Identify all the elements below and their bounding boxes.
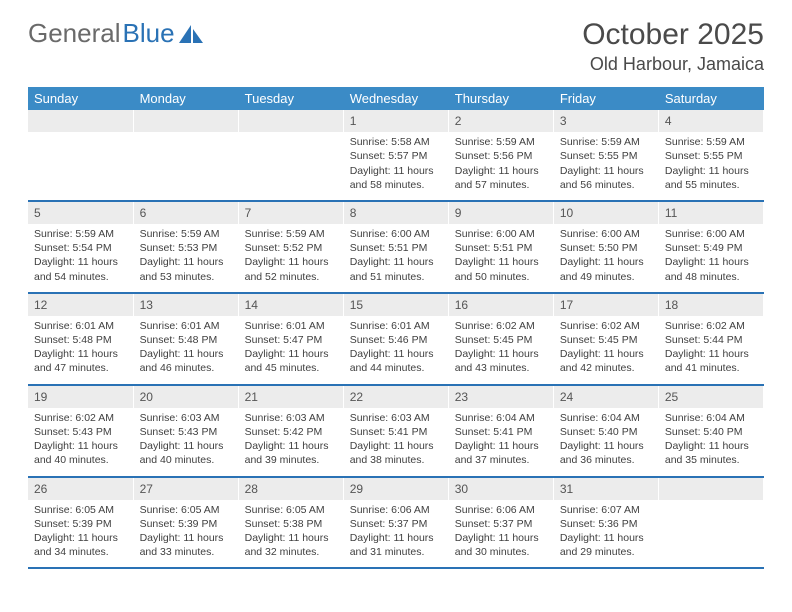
day-header: Sunday xyxy=(28,87,133,110)
day-number: 6 xyxy=(133,201,238,224)
day-number xyxy=(658,477,763,500)
logo-text-grey: General xyxy=(28,18,121,49)
day-number: 21 xyxy=(238,385,343,408)
day-number: 15 xyxy=(343,293,448,316)
day-number: 19 xyxy=(28,385,133,408)
day-detail: Sunrise: 6:05 AMSunset: 5:39 PMDaylight:… xyxy=(28,500,133,569)
daynum-row: 12 13 14 15 16 17 18 xyxy=(28,293,764,316)
day-detail: Sunrise: 6:01 AMSunset: 5:48 PMDaylight:… xyxy=(133,316,238,385)
day-detail: Sunrise: 6:04 AMSunset: 5:40 PMDaylight:… xyxy=(658,408,763,477)
daynum-row: 5 6 7 8 9 10 11 xyxy=(28,201,764,224)
day-number: 30 xyxy=(448,477,553,500)
detail-row: Sunrise: 5:59 AMSunset: 5:54 PMDaylight:… xyxy=(28,224,764,293)
day-number: 2 xyxy=(448,110,553,132)
day-detail: Sunrise: 6:02 AMSunset: 5:45 PMDaylight:… xyxy=(448,316,553,385)
month-title: October 2025 xyxy=(582,18,764,52)
day-detail: Sunrise: 6:05 AMSunset: 5:39 PMDaylight:… xyxy=(133,500,238,569)
day-number: 28 xyxy=(238,477,343,500)
daynum-row: 19 20 21 22 23 24 25 xyxy=(28,385,764,408)
day-number: 18 xyxy=(658,293,763,316)
day-number: 29 xyxy=(343,477,448,500)
day-number: 12 xyxy=(28,293,133,316)
day-detail: Sunrise: 5:59 AMSunset: 5:53 PMDaylight:… xyxy=(133,224,238,293)
day-detail: Sunrise: 5:59 AMSunset: 5:54 PMDaylight:… xyxy=(28,224,133,293)
daynum-row: 26 27 28 29 30 31 xyxy=(28,477,764,500)
day-number xyxy=(238,110,343,132)
logo: GeneralBlue xyxy=(28,18,205,49)
day-detail: Sunrise: 6:04 AMSunset: 5:40 PMDaylight:… xyxy=(553,408,658,477)
detail-row: Sunrise: 5:58 AMSunset: 5:57 PMDaylight:… xyxy=(28,132,764,201)
day-detail: Sunrise: 6:05 AMSunset: 5:38 PMDaylight:… xyxy=(238,500,343,569)
detail-row: Sunrise: 6:02 AMSunset: 5:43 PMDaylight:… xyxy=(28,408,764,477)
logo-sail-icon xyxy=(177,23,205,45)
day-header: Friday xyxy=(553,87,658,110)
day-number: 13 xyxy=(133,293,238,316)
day-number: 10 xyxy=(553,201,658,224)
day-number: 14 xyxy=(238,293,343,316)
day-detail: Sunrise: 6:03 AMSunset: 5:42 PMDaylight:… xyxy=(238,408,343,477)
day-number: 23 xyxy=(448,385,553,408)
day-number xyxy=(28,110,133,132)
detail-row: Sunrise: 6:01 AMSunset: 5:48 PMDaylight:… xyxy=(28,316,764,385)
day-number: 4 xyxy=(658,110,763,132)
daynum-row: 1 2 3 4 xyxy=(28,110,764,132)
day-detail: Sunrise: 6:01 AMSunset: 5:48 PMDaylight:… xyxy=(28,316,133,385)
day-number: 9 xyxy=(448,201,553,224)
day-number: 22 xyxy=(343,385,448,408)
day-detail: Sunrise: 5:58 AMSunset: 5:57 PMDaylight:… xyxy=(343,132,448,201)
calendar-body: 1 2 3 4 Sunrise: 5:58 AMSunset: 5:57 PMD… xyxy=(28,110,764,568)
day-number: 24 xyxy=(553,385,658,408)
day-number: 8 xyxy=(343,201,448,224)
day-detail: Sunrise: 6:03 AMSunset: 5:41 PMDaylight:… xyxy=(343,408,448,477)
day-number: 26 xyxy=(28,477,133,500)
day-number: 31 xyxy=(553,477,658,500)
day-header: Monday xyxy=(133,87,238,110)
day-detail: Sunrise: 6:02 AMSunset: 5:43 PMDaylight:… xyxy=(28,408,133,477)
day-number: 25 xyxy=(658,385,763,408)
location: Old Harbour, Jamaica xyxy=(582,54,764,75)
day-detail: Sunrise: 6:04 AMSunset: 5:41 PMDaylight:… xyxy=(448,408,553,477)
title-block: October 2025 Old Harbour, Jamaica xyxy=(582,18,764,75)
day-number: 1 xyxy=(343,110,448,132)
day-header: Thursday xyxy=(448,87,553,110)
day-number: 20 xyxy=(133,385,238,408)
day-number: 16 xyxy=(448,293,553,316)
day-header: Tuesday xyxy=(238,87,343,110)
day-detail: Sunrise: 6:00 AMSunset: 5:51 PMDaylight:… xyxy=(343,224,448,293)
day-detail: Sunrise: 6:01 AMSunset: 5:46 PMDaylight:… xyxy=(343,316,448,385)
day-detail: Sunrise: 6:07 AMSunset: 5:36 PMDaylight:… xyxy=(553,500,658,569)
day-detail: Sunrise: 6:00 AMSunset: 5:49 PMDaylight:… xyxy=(658,224,763,293)
day-detail xyxy=(28,132,133,201)
day-number: 5 xyxy=(28,201,133,224)
calendar-table: Sunday Monday Tuesday Wednesday Thursday… xyxy=(28,87,764,569)
day-detail: Sunrise: 6:00 AMSunset: 5:51 PMDaylight:… xyxy=(448,224,553,293)
day-number: 3 xyxy=(553,110,658,132)
detail-row: Sunrise: 6:05 AMSunset: 5:39 PMDaylight:… xyxy=(28,500,764,569)
day-detail: Sunrise: 5:59 AMSunset: 5:55 PMDaylight:… xyxy=(553,132,658,201)
day-detail: Sunrise: 6:06 AMSunset: 5:37 PMDaylight:… xyxy=(448,500,553,569)
day-number: 27 xyxy=(133,477,238,500)
day-detail: Sunrise: 5:59 AMSunset: 5:52 PMDaylight:… xyxy=(238,224,343,293)
day-detail xyxy=(658,500,763,569)
day-detail: Sunrise: 6:02 AMSunset: 5:44 PMDaylight:… xyxy=(658,316,763,385)
header: GeneralBlue October 2025 Old Harbour, Ja… xyxy=(28,18,764,75)
day-header: Saturday xyxy=(658,87,763,110)
day-detail: Sunrise: 6:02 AMSunset: 5:45 PMDaylight:… xyxy=(553,316,658,385)
day-number xyxy=(133,110,238,132)
day-detail xyxy=(238,132,343,201)
day-header: Wednesday xyxy=(343,87,448,110)
day-detail: Sunrise: 6:01 AMSunset: 5:47 PMDaylight:… xyxy=(238,316,343,385)
day-detail: Sunrise: 6:03 AMSunset: 5:43 PMDaylight:… xyxy=(133,408,238,477)
day-number: 11 xyxy=(658,201,763,224)
day-header-row: Sunday Monday Tuesday Wednesday Thursday… xyxy=(28,87,764,110)
day-detail: Sunrise: 6:00 AMSunset: 5:50 PMDaylight:… xyxy=(553,224,658,293)
day-detail: Sunrise: 6:06 AMSunset: 5:37 PMDaylight:… xyxy=(343,500,448,569)
day-number: 17 xyxy=(553,293,658,316)
day-detail xyxy=(133,132,238,201)
day-detail: Sunrise: 5:59 AMSunset: 5:56 PMDaylight:… xyxy=(448,132,553,201)
day-number: 7 xyxy=(238,201,343,224)
day-detail: Sunrise: 5:59 AMSunset: 5:55 PMDaylight:… xyxy=(658,132,763,201)
logo-text-blue: Blue xyxy=(123,18,175,49)
